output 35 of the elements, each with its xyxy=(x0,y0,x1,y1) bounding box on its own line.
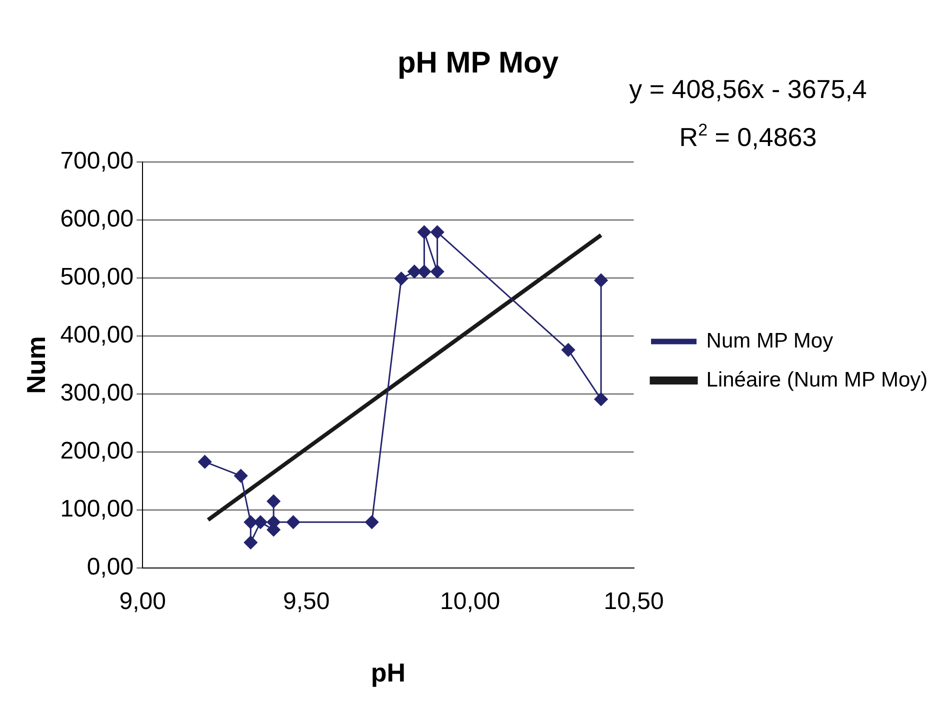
y-tick-label: 700,00 xyxy=(60,148,134,175)
x-tick-label: 9,50 xyxy=(282,588,330,616)
point xyxy=(266,494,280,508)
y-tick-label: 600,00 xyxy=(60,206,134,233)
point xyxy=(430,225,444,239)
y-tick-label: 100,00 xyxy=(60,496,134,523)
y-axis-title: Num xyxy=(20,336,51,394)
point xyxy=(417,225,431,239)
x-tick-label: 10,50 xyxy=(604,588,664,616)
y-tick-label: 500,00 xyxy=(60,264,134,291)
point xyxy=(417,264,431,278)
point xyxy=(244,515,258,529)
point xyxy=(254,515,268,529)
text: y = 408,56x - 3675,4 xyxy=(629,74,867,104)
chart-title: pH MP Moy xyxy=(397,46,559,80)
x-axis-title: pH xyxy=(370,658,406,688)
point xyxy=(394,272,408,286)
point xyxy=(594,392,608,406)
y-tick-label: 400,00 xyxy=(60,322,134,349)
point xyxy=(286,515,300,529)
y-tick-label: 0,00 xyxy=(86,554,134,581)
point xyxy=(408,264,422,278)
point xyxy=(562,343,576,357)
point xyxy=(365,515,379,529)
x-tick-label: 9,00 xyxy=(119,588,166,616)
point xyxy=(234,469,248,483)
legend-label: Num MP Moy xyxy=(706,329,834,352)
y-tick-label: 200,00 xyxy=(60,438,134,465)
point xyxy=(198,455,212,469)
point xyxy=(244,536,258,550)
point xyxy=(594,274,608,288)
legend-label: Linéaire (Num MP Moy) xyxy=(706,368,928,392)
point xyxy=(430,264,444,278)
y-tick-label: 300,00 xyxy=(60,380,134,407)
x-tick-label: 10,00 xyxy=(440,588,500,616)
